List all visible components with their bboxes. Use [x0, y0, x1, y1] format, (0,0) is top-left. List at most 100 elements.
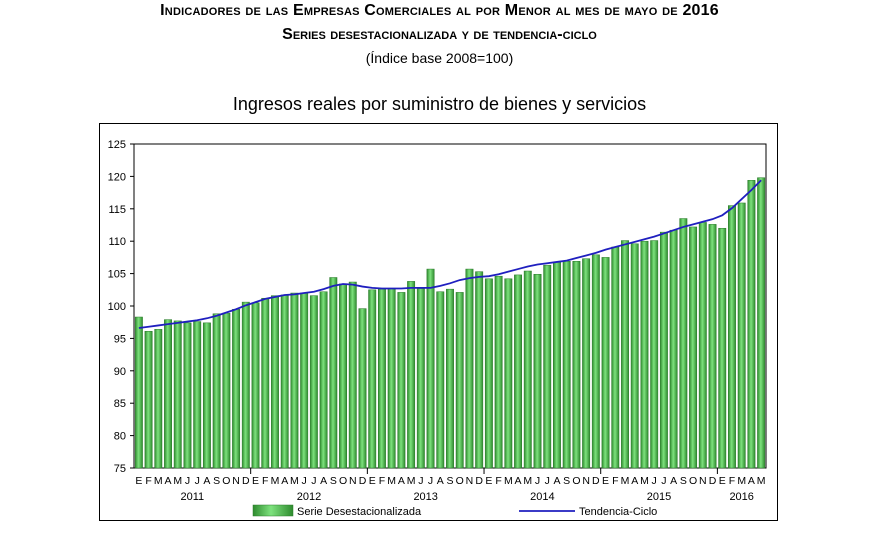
- month-label: A: [320, 475, 327, 487]
- month-label: N: [582, 475, 590, 487]
- bar-4: [173, 320, 182, 469]
- y-tick-label: 105: [108, 269, 126, 281]
- month-label: A: [515, 475, 522, 487]
- bar-5: [183, 322, 192, 469]
- bar-1: [144, 331, 153, 469]
- month-label: D: [359, 475, 367, 487]
- month-label: O: [222, 475, 230, 487]
- month-label: M: [523, 475, 532, 487]
- month-label: D: [242, 475, 250, 487]
- month-label: O: [572, 475, 580, 487]
- year-label: 2014: [530, 491, 554, 503]
- month-label: M: [387, 475, 396, 487]
- bar-52: [640, 240, 649, 469]
- bar-40: [523, 270, 532, 469]
- month-label: E: [252, 475, 259, 487]
- bar-49: [611, 246, 620, 469]
- bar-14: [271, 295, 279, 469]
- month-label: J: [428, 475, 433, 487]
- month-label: S: [213, 475, 220, 487]
- month-label: D: [592, 475, 600, 487]
- bar-45: [572, 261, 581, 469]
- month-label: M: [290, 475, 299, 487]
- month-label: S: [563, 475, 570, 487]
- bar-16: [290, 292, 299, 469]
- bar-32: [446, 288, 454, 469]
- bar-6: [193, 321, 202, 469]
- month-label: E: [719, 475, 726, 487]
- bar-3: [164, 319, 172, 469]
- bar-27: [397, 292, 406, 469]
- bar-30: [426, 268, 435, 469]
- bar-28: [407, 281, 416, 469]
- month-label: O: [339, 475, 347, 487]
- bar-53: [650, 240, 659, 469]
- month-label: M: [737, 475, 746, 487]
- bar-36: [484, 278, 493, 469]
- bar-12: [251, 302, 260, 469]
- base-note: (Índice base 2008=100): [365, 50, 514, 66]
- bar-23: [358, 308, 367, 469]
- month-label: J: [195, 475, 200, 487]
- year-label: 2016: [729, 491, 753, 503]
- month-label: A: [281, 475, 288, 487]
- bar-22: [348, 281, 357, 469]
- bar-38: [504, 278, 513, 469]
- bar-63: [747, 180, 756, 469]
- bar-25: [377, 288, 386, 469]
- year-label: 2012: [297, 491, 321, 503]
- bar-8: [212, 313, 221, 469]
- bar-7: [202, 322, 211, 469]
- month-label: A: [203, 475, 210, 487]
- month-label: F: [729, 475, 735, 487]
- page-title: Indicadores de las Empresas Comerciales …: [160, 2, 719, 19]
- bar-0: [134, 316, 143, 469]
- bar-39: [514, 274, 523, 469]
- month-label: A: [165, 475, 172, 487]
- month-label: A: [748, 475, 755, 487]
- bar-37: [494, 275, 503, 469]
- bar-58: [698, 222, 707, 469]
- year-label: 2015: [647, 491, 671, 503]
- month-label: M: [640, 475, 649, 487]
- bar-48: [601, 257, 610, 469]
- bar-51: [630, 243, 639, 469]
- month-label: J: [185, 475, 190, 487]
- legend-bar-swatch: [252, 504, 294, 517]
- month-label: M: [757, 475, 766, 487]
- month-label: A: [631, 475, 638, 487]
- month-label: E: [369, 475, 376, 487]
- month-label: E: [485, 475, 492, 487]
- y-tick-label: 75: [114, 463, 126, 475]
- y-tick-label: 115: [108, 204, 126, 216]
- bar-10: [232, 308, 241, 469]
- month-label: A: [398, 475, 405, 487]
- bar-46: [582, 258, 591, 469]
- bar-55: [669, 229, 678, 469]
- bar-34: [465, 268, 474, 469]
- month-label: A: [553, 475, 560, 487]
- legend-line-label: Tendencia-Ciclo: [579, 506, 657, 518]
- bar-13: [261, 297, 270, 469]
- year-label: 2013: [413, 491, 437, 503]
- month-label: J: [311, 475, 316, 487]
- month-label: D: [475, 475, 483, 487]
- month-label: M: [504, 475, 513, 487]
- y-tick-label: 90: [114, 366, 126, 378]
- bar-64: [757, 177, 766, 469]
- month-label: A: [670, 475, 677, 487]
- month-label: F: [495, 475, 501, 487]
- legend-bar-label: Serie Desestacionalizada: [297, 506, 422, 518]
- bar-56: [679, 218, 688, 469]
- month-label: E: [602, 475, 609, 487]
- month-label: O: [689, 475, 697, 487]
- page-subtitle: Series desestacionalizada y de tendencia…: [282, 26, 597, 43]
- y-tick-label: 85: [114, 398, 126, 410]
- chart-frame: [99, 123, 778, 521]
- month-label: J: [661, 475, 666, 487]
- month-label: M: [173, 475, 182, 487]
- month-label: F: [262, 475, 268, 487]
- month-label: J: [535, 475, 540, 487]
- month-label: J: [545, 475, 550, 487]
- month-label: D: [709, 475, 717, 487]
